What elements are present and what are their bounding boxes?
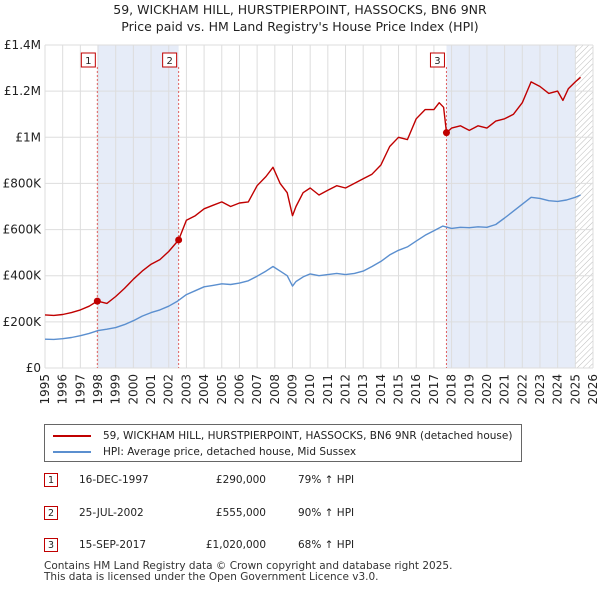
transaction-date: 15-SEP-2017 — [79, 539, 147, 551]
x-tick-label: 2020 — [480, 374, 494, 405]
legend-label-hpi: HPI: Average price, detached house, Mid … — [103, 446, 357, 458]
x-tick-label: 2002 — [162, 374, 176, 405]
y-tick-label: £400K — [3, 269, 43, 283]
x-tick-label: 2004 — [197, 374, 211, 405]
y-tick-label: £1M — [15, 130, 41, 144]
chart-title: 59, WICKHAM HILL, HURSTPIERPOINT, HASSOC… — [113, 2, 487, 17]
transaction-label-box — [429, 52, 445, 68]
price-chart: 59, WICKHAM HILL, HURSTPIERPOINT, HASSOC… — [3, 2, 600, 405]
x-tick-label: 1996 — [56, 374, 70, 405]
footer: Contains HM Land Registry data © Crown c… — [44, 561, 452, 583]
transaction-label: 1 — [85, 56, 91, 67]
y-axis-ticks: £0 £200K £400K £600K £800K £1M £1.2M £1.4M — [3, 38, 43, 375]
legend-label-property: 59, WICKHAM HILL, HURSTPIERPOINT, HASSOC… — [103, 430, 513, 442]
x-tick-label: 2021 — [498, 374, 512, 405]
y-tick-label: £0 — [26, 361, 41, 375]
transaction-label-box — [80, 52, 96, 68]
transaction-labels: 1 2 3 — [80, 52, 445, 68]
transaction-points — [93, 129, 450, 305]
transaction-price: £1,020,000 — [205, 539, 266, 551]
transaction-date: 16-DEC-1997 — [79, 474, 149, 486]
x-tick-label: 2006 — [232, 374, 246, 405]
x-tick-label: 2019 — [462, 374, 476, 405]
y-tick-label: £600K — [3, 223, 43, 237]
shaded-range — [97, 45, 179, 368]
chart-subtitle: Price paid vs. HM Land Registry's House … — [121, 19, 478, 34]
y-tick-label: £1.4M — [4, 38, 41, 52]
transaction-point — [442, 129, 450, 137]
series-lines — [44, 76, 582, 341]
x-tick-label: 2003 — [179, 374, 193, 405]
x-tick-label: 2010 — [303, 374, 317, 405]
transaction-hpi: 90% ↑ HPI — [298, 507, 355, 519]
x-tick-label: 2001 — [144, 374, 158, 405]
x-tick-label: 2022 — [515, 374, 529, 405]
shaded-range — [446, 45, 576, 368]
legend: 59, WICKHAM HILL, HURSTPIERPOINT, HASSOC… — [44, 424, 522, 462]
footer-licence: This data is licensed under the Open Gov… — [44, 571, 379, 583]
transaction-number: 3 — [44, 538, 58, 552]
transaction-number: 1 — [44, 473, 58, 487]
x-tick-label: 2011 — [321, 374, 335, 405]
x-tick-label: 2026 — [586, 374, 600, 405]
x-tick-label: 2009 — [285, 374, 299, 405]
x-tick-label: 2025 — [568, 374, 582, 405]
transaction-price: £555,000 — [215, 507, 266, 519]
footer-copyright: Contains HM Land Registry data © Crown c… — [44, 560, 453, 572]
legend-item-property: 59, WICKHAM HILL, HURSTPIERPOINT, HASSOC… — [53, 428, 512, 444]
legend-swatch-hpi — [53, 451, 91, 453]
x-axis-ticks: 1995 1996 1997 1998 1999 2000 2001 2002 2003 2004… — [38, 374, 600, 405]
table-row: 1 16-DEC-1997 £290,000 79% ↑ HPI — [44, 473, 444, 489]
transaction-label-box — [162, 52, 178, 68]
transaction-date: 25-JUL-2002 — [79, 507, 144, 519]
x-tick-label: 2013 — [356, 374, 370, 405]
transaction-hpi: 68% ↑ HPI — [298, 539, 355, 551]
legend-swatch-property — [53, 435, 91, 437]
x-tick-label: 2015 — [392, 374, 406, 405]
legend-item-hpi: HPI: Average price, detached house, Mid … — [53, 444, 356, 460]
x-tick-label: 2023 — [533, 374, 547, 405]
x-tick-label: 2012 — [339, 374, 353, 405]
x-tick-label: 2000 — [126, 374, 140, 405]
table-row: 2 25-JUL-2002 £555,000 90% ↑ HPI — [44, 506, 444, 522]
x-tick-label: 2017 — [427, 374, 441, 405]
x-tick-label: 1998 — [91, 374, 105, 405]
x-tick-label: 2024 — [551, 374, 565, 405]
x-tick-label: 1999 — [109, 374, 123, 405]
y-tick-label: £200K — [3, 315, 43, 329]
hpi-line — [44, 194, 581, 341]
shaded-ranges — [45, 45, 593, 368]
transaction-hpi: 79% ↑ HPI — [298, 474, 355, 486]
transaction-label: 3 — [434, 56, 440, 67]
y-tick-label: £800K — [3, 176, 43, 190]
transaction-label: 2 — [166, 56, 172, 67]
x-tick-label: 2008 — [268, 374, 282, 405]
y-tick-label: £1.2M — [4, 84, 41, 98]
x-tick-label: 2018 — [445, 374, 459, 405]
x-tick-label: 1995 — [38, 374, 52, 405]
transaction-number: 2 — [44, 506, 58, 520]
x-tick-label: 1997 — [73, 374, 87, 405]
x-tick-label: 2007 — [250, 374, 264, 405]
transaction-point — [175, 236, 183, 244]
x-tick-label: 2005 — [215, 374, 229, 405]
transaction-price: £290,000 — [215, 474, 266, 486]
x-tick-label: 2016 — [409, 374, 423, 405]
x-tick-label: 2014 — [374, 374, 388, 405]
transaction-point — [93, 297, 101, 305]
property-price-line — [44, 76, 582, 317]
forecast-hatch — [575, 45, 593, 368]
table-row: 3 15-SEP-2017 £1,020,000 68% ↑ HPI — [44, 538, 444, 554]
